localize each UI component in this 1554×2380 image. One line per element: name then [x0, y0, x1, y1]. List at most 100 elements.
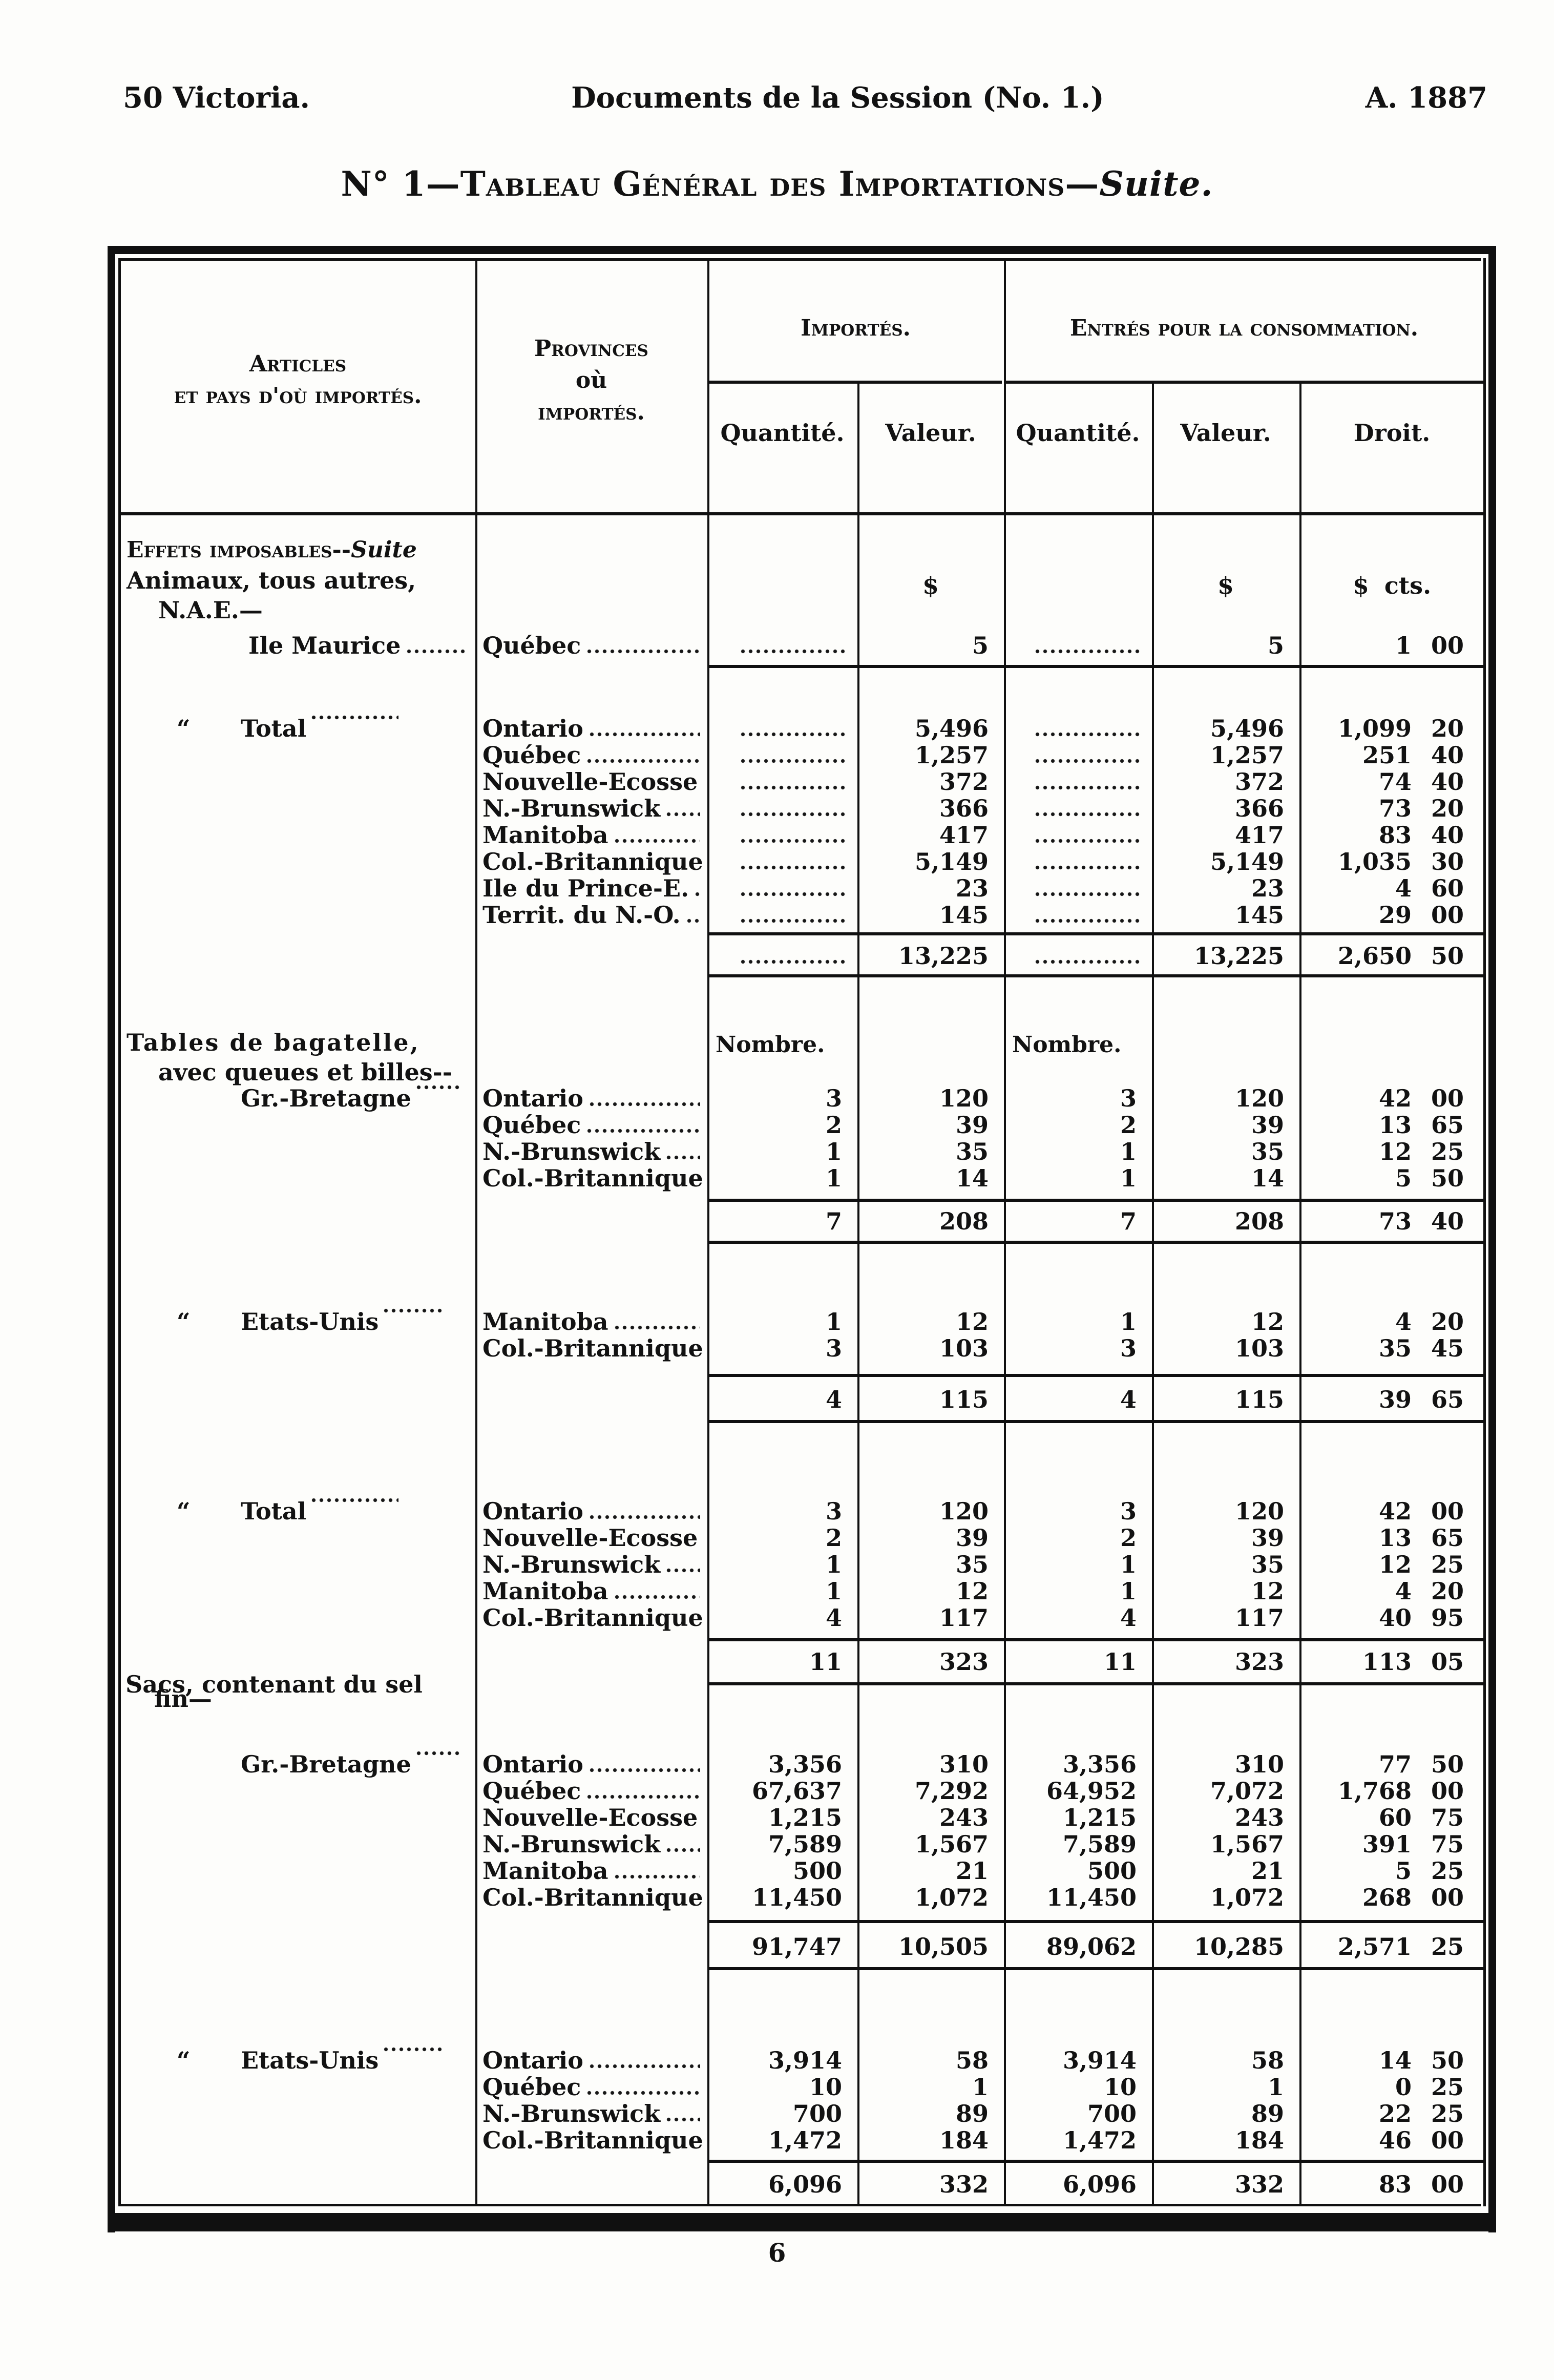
- cell-article: Sacs, contenant du sel: [120, 1647, 475, 1698]
- province-label: N.-Brunswick: [482, 2100, 661, 2127]
- subtotal-rule: [707, 1420, 1484, 1423]
- value: 1,567: [1210, 1830, 1284, 1858]
- ditto-mark: “: [177, 715, 191, 742]
- value: 2: [825, 1111, 842, 1139]
- province-label: Ontario: [482, 1084, 583, 1112]
- province-label: Manitoba: [482, 1857, 608, 1885]
- table-row: Gr.-Bretagne Ontario 3 120 3 120 42 00: [120, 1085, 1484, 1112]
- subheader-valeur-entres: Valeur.: [1180, 419, 1271, 447]
- cell-quantity-entered: [1004, 902, 1152, 928]
- cell-province: Nouvelle-Ecosse: [475, 1525, 707, 1551]
- cell-article: [120, 1138, 475, 1165]
- table-row: fin—: [120, 1685, 1484, 1712]
- value: 67,637: [751, 1777, 842, 1805]
- cell-province: Manitoba: [475, 1578, 707, 1604]
- cell-quantity-entered: [1004, 875, 1152, 902]
- cell-quantity-entered: 11: [1004, 1647, 1152, 1676]
- cell-value-imported: 14: [857, 1165, 1004, 1192]
- ditto-mark: [177, 1085, 241, 1112]
- value: 310: [939, 1750, 989, 1778]
- origin-label: Etats-Unis: [241, 2047, 379, 2074]
- cell-quantity-imported: 1: [707, 1138, 857, 1165]
- ditto-mark: “: [177, 1308, 191, 1335]
- table-row: N.-Brunswick 366 366 73 20: [120, 795, 1484, 822]
- cell-value-entered: 1,072: [1152, 1884, 1299, 1911]
- cell-value-entered: [1152, 1685, 1299, 1712]
- cell-quantity-imported: [707, 942, 857, 970]
- cell-duty: [1299, 1685, 1484, 1712]
- subtotal-value: 73 40: [1378, 1207, 1464, 1235]
- cell-value-imported: 1,567: [857, 1831, 1004, 1857]
- subtotal-value: 13,225: [1193, 942, 1284, 970]
- cell-duty: [1299, 1028, 1484, 1085]
- value: 251 40: [1362, 741, 1464, 769]
- value: 3,914: [1062, 2047, 1137, 2074]
- value: 7,292: [914, 1777, 989, 1805]
- cell-province: Territ. du N.-O.: [475, 902, 707, 928]
- title-dash: —: [1065, 164, 1100, 204]
- cell-duty: 13 65: [1299, 1112, 1484, 1138]
- cell-province: N.-Brunswick: [475, 1138, 707, 1165]
- subtotal-value: 2,650 50: [1337, 942, 1464, 970]
- subtotal-value: 10,505: [898, 1933, 989, 1960]
- cell-value-entered: 39: [1152, 1525, 1299, 1551]
- cell-quantity-imported: [707, 632, 857, 659]
- value: 1,215: [1062, 1804, 1137, 1831]
- cell-duty: 35 45: [1299, 1335, 1484, 1362]
- cell-value-imported: 12: [857, 1578, 1004, 1604]
- value: 58: [955, 2047, 989, 2074]
- cell-article: [120, 1804, 475, 1831]
- subtotal-value: 323: [1234, 1648, 1284, 1676]
- value: 2: [1120, 1524, 1137, 1552]
- table-row: Col.-Britannique 1,472 184 1,472 184 46 …: [120, 2127, 1484, 2154]
- article-label-line1: Animaux, tous autres,: [127, 567, 416, 594]
- title-number: N° 1—: [341, 164, 460, 204]
- cell-quantity-imported: 7,589: [707, 1831, 857, 1857]
- cell-province: N.-Brunswick: [475, 1831, 707, 1857]
- cell-province: Québec: [475, 1778, 707, 1804]
- cell-article: [120, 1857, 475, 1884]
- article-label-line2: N.A.E.—: [158, 596, 263, 624]
- subtotal-rule: [707, 1967, 1484, 1970]
- value: 1,035 30: [1337, 848, 1464, 875]
- value: 103: [1234, 1334, 1284, 1362]
- article-label-line1: Tables de bagatelle,: [127, 1029, 420, 1056]
- cell-quantity-entered: 7: [1004, 1207, 1152, 1236]
- value: 120: [939, 1084, 989, 1112]
- cell-article: [120, 1778, 475, 1804]
- value: 12 25: [1378, 1551, 1464, 1578]
- value: 120: [1234, 1497, 1284, 1525]
- cell-article: Gr.-Bretagne: [120, 1085, 475, 1112]
- title-suite: Suite.: [1099, 164, 1213, 204]
- cell-article: [120, 1604, 475, 1631]
- cell-province: [475, 2170, 707, 2199]
- cell-quantity-entered: 10: [1004, 2074, 1152, 2100]
- table-row: Manitoba 1 12 1 12 4 20: [120, 1578, 1484, 1604]
- value: 11,450: [1046, 1884, 1137, 1911]
- cell-value-imported: 23: [857, 875, 1004, 902]
- value: 1: [972, 2073, 989, 2101]
- cell-province: Québec: [475, 742, 707, 768]
- value: 1: [825, 1164, 842, 1192]
- province-label: Manitoba: [482, 1577, 608, 1605]
- cell-value-entered: 120: [1152, 1085, 1299, 1112]
- value: 500: [792, 1857, 842, 1885]
- cell-quantity-entered: 11,450: [1004, 1884, 1152, 1911]
- cell-value-entered: 372: [1152, 768, 1299, 795]
- value: 1,072: [914, 1884, 989, 1911]
- cell-quantity-imported: 1,215: [707, 1804, 857, 1831]
- cell-value-imported: 10,505: [857, 1932, 1004, 1961]
- cell-value-entered: 1,567: [1152, 1831, 1299, 1857]
- subtotal-rule: [707, 665, 1484, 668]
- dotted-leader: [1035, 918, 1143, 923]
- subtotal-value: 39 65: [1378, 1386, 1464, 1413]
- subtotal-value: 7: [825, 1207, 842, 1235]
- cell-value-imported: 372: [857, 768, 1004, 795]
- cell-province: [475, 1932, 707, 1961]
- cell-article: [120, 795, 475, 822]
- cell-quantity-imported: [707, 875, 857, 902]
- cell-value-imported: 12: [857, 1308, 1004, 1335]
- imports-table: Articles et pays d'où importés. Province…: [108, 246, 1496, 2233]
- cell-quantity-imported: [707, 768, 857, 795]
- table-row: Nouvelle-Ecosse 1,215 243 1,215 243 60 7…: [120, 1804, 1484, 1831]
